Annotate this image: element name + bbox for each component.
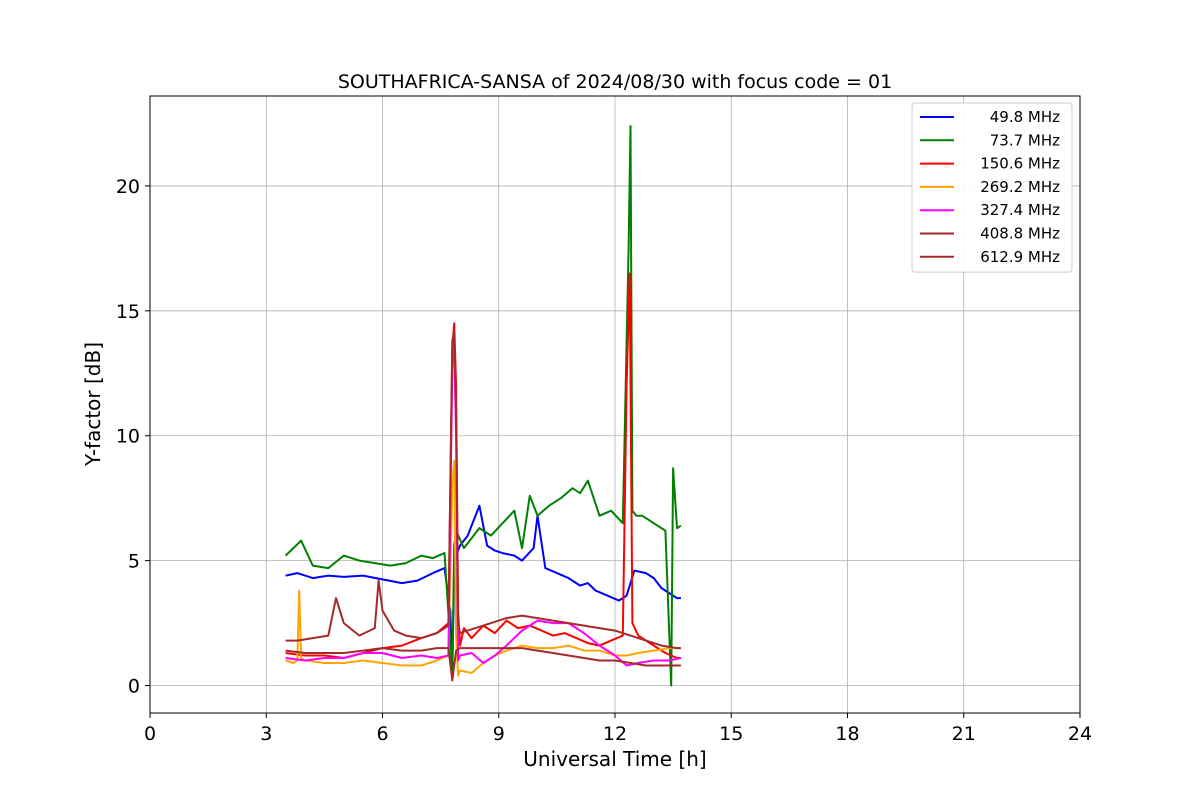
- legend-entry: 269.2 MHz: [980, 178, 1060, 196]
- x-tick-label: 12: [603, 723, 627, 745]
- legend-box: [911, 102, 1073, 273]
- series-line-4: [285, 347, 682, 667]
- y-tick-label: 15: [116, 301, 140, 323]
- x-tick-label: 24: [1068, 723, 1092, 745]
- y-tick-label: 10: [116, 426, 140, 448]
- y-axis-label: Y-factor [dB]: [81, 342, 105, 467]
- legend: 49.8 MHz 73.7 MHz 150.6 MHz 269.2 MHz 327.4 …: [911, 102, 1073, 273]
- series-line-3: [285, 459, 681, 677]
- legend-entry: 327.4 MHz: [980, 201, 1060, 219]
- series-line-0: [285, 504, 681, 674]
- legend-entry: 612.9 MHz: [980, 248, 1060, 266]
- chart-title: SOUTHAFRICA-SANSA of 2024/08/30 with foc…: [338, 71, 892, 93]
- y-tick-label: 20: [116, 176, 140, 198]
- series-line-1: [284, 125, 682, 687]
- x-tick-label: 21: [952, 723, 976, 745]
- series-line-2: [285, 272, 681, 659]
- x-tick-label: 18: [835, 723, 859, 745]
- series-line-6: [285, 647, 681, 682]
- x-axis-label: Universal Time [h]: [523, 747, 706, 771]
- legend-entry: 408.8 MHz: [980, 225, 1060, 243]
- legend-entry: 49.8 MHz: [990, 108, 1060, 126]
- x-tick-label: 3: [260, 723, 272, 745]
- x-tick-label: 6: [376, 723, 388, 745]
- series-line-5: [285, 329, 681, 650]
- legend-entry: 150.6 MHz: [980, 155, 1060, 173]
- x-tick-label: 0: [144, 723, 156, 745]
- x-tick-label: 9: [493, 723, 505, 745]
- y-tick-label: 0: [128, 676, 140, 698]
- series-layer: [284, 125, 682, 687]
- y-tick-label: 5: [128, 551, 140, 573]
- legend-entry: 73.7 MHz: [990, 131, 1060, 149]
- x-tick-label: 15: [719, 723, 743, 745]
- y-axis-ticks: 0 5 10 15 20: [116, 176, 150, 698]
- x-axis-ticks: 0 3 6 9 12 15 18 21 24: [144, 713, 1092, 745]
